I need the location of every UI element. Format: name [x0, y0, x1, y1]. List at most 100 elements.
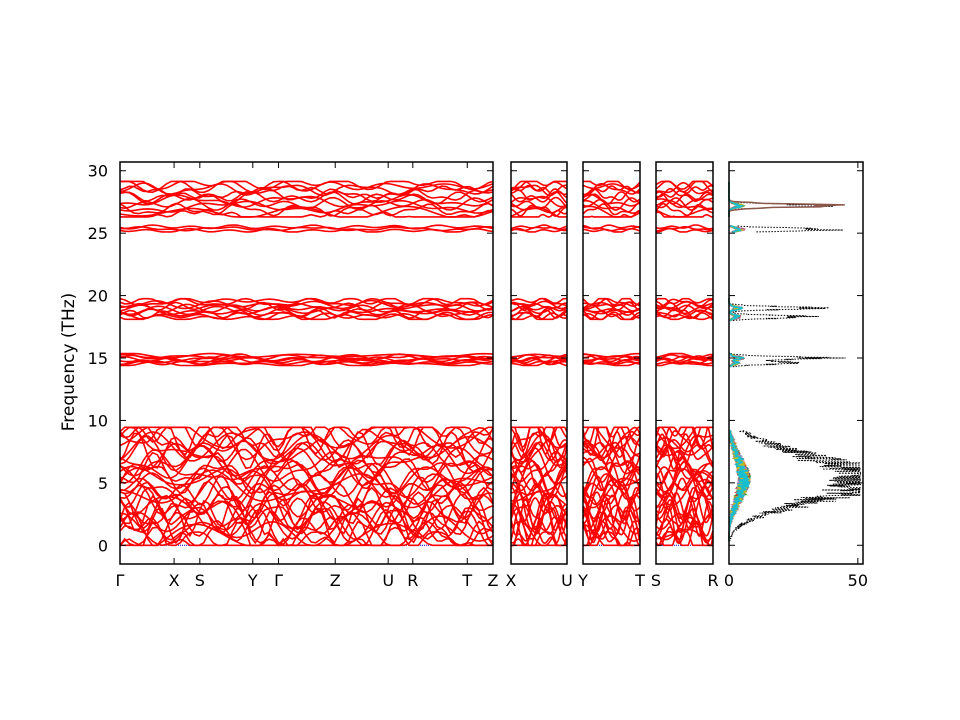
phonon-band-line — [655, 455, 714, 491]
k-point-label-9: Z — [488, 571, 499, 590]
phonon-band-line — [656, 353, 714, 361]
phonon-band-line — [582, 309, 641, 320]
phonon-band-line — [655, 312, 714, 320]
phonon-band-line — [119, 299, 494, 310]
k-point-label-2: S — [195, 571, 205, 590]
phonon-band-line — [582, 183, 641, 196]
phonon-band-line — [655, 298, 713, 308]
phonon-band-line — [510, 180, 568, 192]
phonon-band-line — [655, 426, 713, 450]
phonon-band-line — [119, 202, 494, 217]
phonon-band-line — [655, 426, 714, 462]
phonon-band-line — [655, 352, 714, 359]
k-point-label-4: Γ — [274, 571, 283, 590]
phonon-band-line — [119, 353, 494, 361]
k-point-label-8: T — [461, 571, 472, 590]
phonon-band-line — [655, 449, 714, 486]
phonon-band-line — [510, 180, 568, 191]
phonon-band-line — [510, 447, 568, 484]
panel-frame — [119, 161, 494, 565]
phonon-band-line — [510, 196, 568, 210]
phonon-band-line — [120, 208, 494, 218]
phonon-band-line — [582, 202, 641, 216]
phonon-band-line — [510, 184, 568, 199]
phonon-band-line — [119, 426, 494, 448]
k-point-label-0: Γ — [116, 571, 125, 590]
phonon-band-line — [119, 225, 494, 232]
k-point-label-1: R — [707, 571, 718, 590]
dos-total-curve — [728, 182, 861, 542]
phonon-band-line — [582, 426, 641, 449]
phonon-band-line — [510, 309, 568, 319]
phonon-band-line — [656, 226, 713, 232]
y-tick-label-0: 0 — [98, 536, 108, 555]
phonon-band-line — [511, 426, 568, 448]
phonon-band-line — [655, 480, 714, 520]
phonon-band-line — [655, 444, 714, 480]
phonon-band-line — [655, 426, 714, 458]
phonon-band-line — [119, 444, 494, 484]
phonon-band-line — [656, 520, 714, 547]
dos-panel: 0 50 — [724, 161, 868, 590]
phonon-band-line — [582, 430, 641, 469]
phonon-band-line — [119, 426, 494, 463]
y-tick-label-15: 15 — [88, 349, 108, 368]
phonon-band-line — [582, 477, 641, 509]
phonon-band-line — [582, 447, 641, 484]
k-point-label-0: S — [651, 571, 661, 590]
k-point-label-7: R — [407, 571, 418, 590]
k-point-label-3: Y — [247, 571, 258, 590]
phonon-band-line — [119, 451, 494, 492]
dos-x-tick-label-0: 0 — [724, 571, 734, 590]
phonon-band-line — [119, 191, 494, 205]
phonon-band-line — [582, 454, 641, 488]
phonon-band-line — [119, 490, 494, 530]
k-point-label-6: U — [382, 571, 394, 590]
phonon-band-line — [120, 180, 494, 191]
phonon-band-line — [119, 196, 494, 211]
phonon-band-line — [119, 465, 494, 505]
phonon-band-line — [510, 441, 568, 467]
panel-frame — [728, 161, 864, 565]
phonon-band-line — [119, 441, 494, 481]
y-tick-label-10: 10 — [88, 411, 108, 430]
phonon-band-line — [656, 197, 714, 209]
phonon-band-line — [510, 227, 568, 233]
phonon-band-line — [655, 297, 714, 305]
y-tick-label-20: 20 — [88, 287, 108, 306]
phonon-band-line — [119, 184, 494, 200]
k-point-label-0: Y — [577, 571, 588, 590]
phonon-band-line — [582, 358, 641, 366]
phonon-band-line — [119, 297, 494, 306]
phonon-band-line — [119, 435, 494, 474]
phonon-band-line — [582, 224, 641, 230]
panel-frame — [582, 161, 641, 565]
phonon-band-line — [655, 426, 713, 449]
phonon-band-line — [119, 311, 493, 321]
y-tick-label-25: 25 — [88, 224, 108, 243]
y-axis-title: Frequency (THz) — [59, 293, 79, 432]
phonon-band-line — [655, 224, 714, 230]
phonon-band-line — [655, 199, 714, 214]
phonon-band-line — [510, 224, 568, 230]
k-point-label-5: Z — [330, 571, 341, 590]
phonon-band-line — [582, 197, 641, 211]
phonon-band-line — [582, 475, 641, 513]
phonon-band-line — [119, 431, 494, 462]
phonon-band-line — [510, 498, 568, 537]
phonon-band-line — [655, 355, 714, 363]
phonon-band-line — [119, 305, 494, 316]
phonon-band-line — [582, 481, 641, 520]
phonon-band-line — [655, 202, 714, 217]
phonon-band-line — [655, 180, 714, 190]
k-point-label-1: T — [634, 571, 645, 590]
phonon-band-line — [583, 298, 641, 307]
phonon-band-line — [510, 297, 567, 305]
dos-partial-curve-10 — [728, 182, 751, 542]
phonon-band-line — [120, 352, 494, 359]
dos-x-tick-label-50: 50 — [848, 571, 868, 590]
phonon-band-line — [655, 208, 714, 218]
